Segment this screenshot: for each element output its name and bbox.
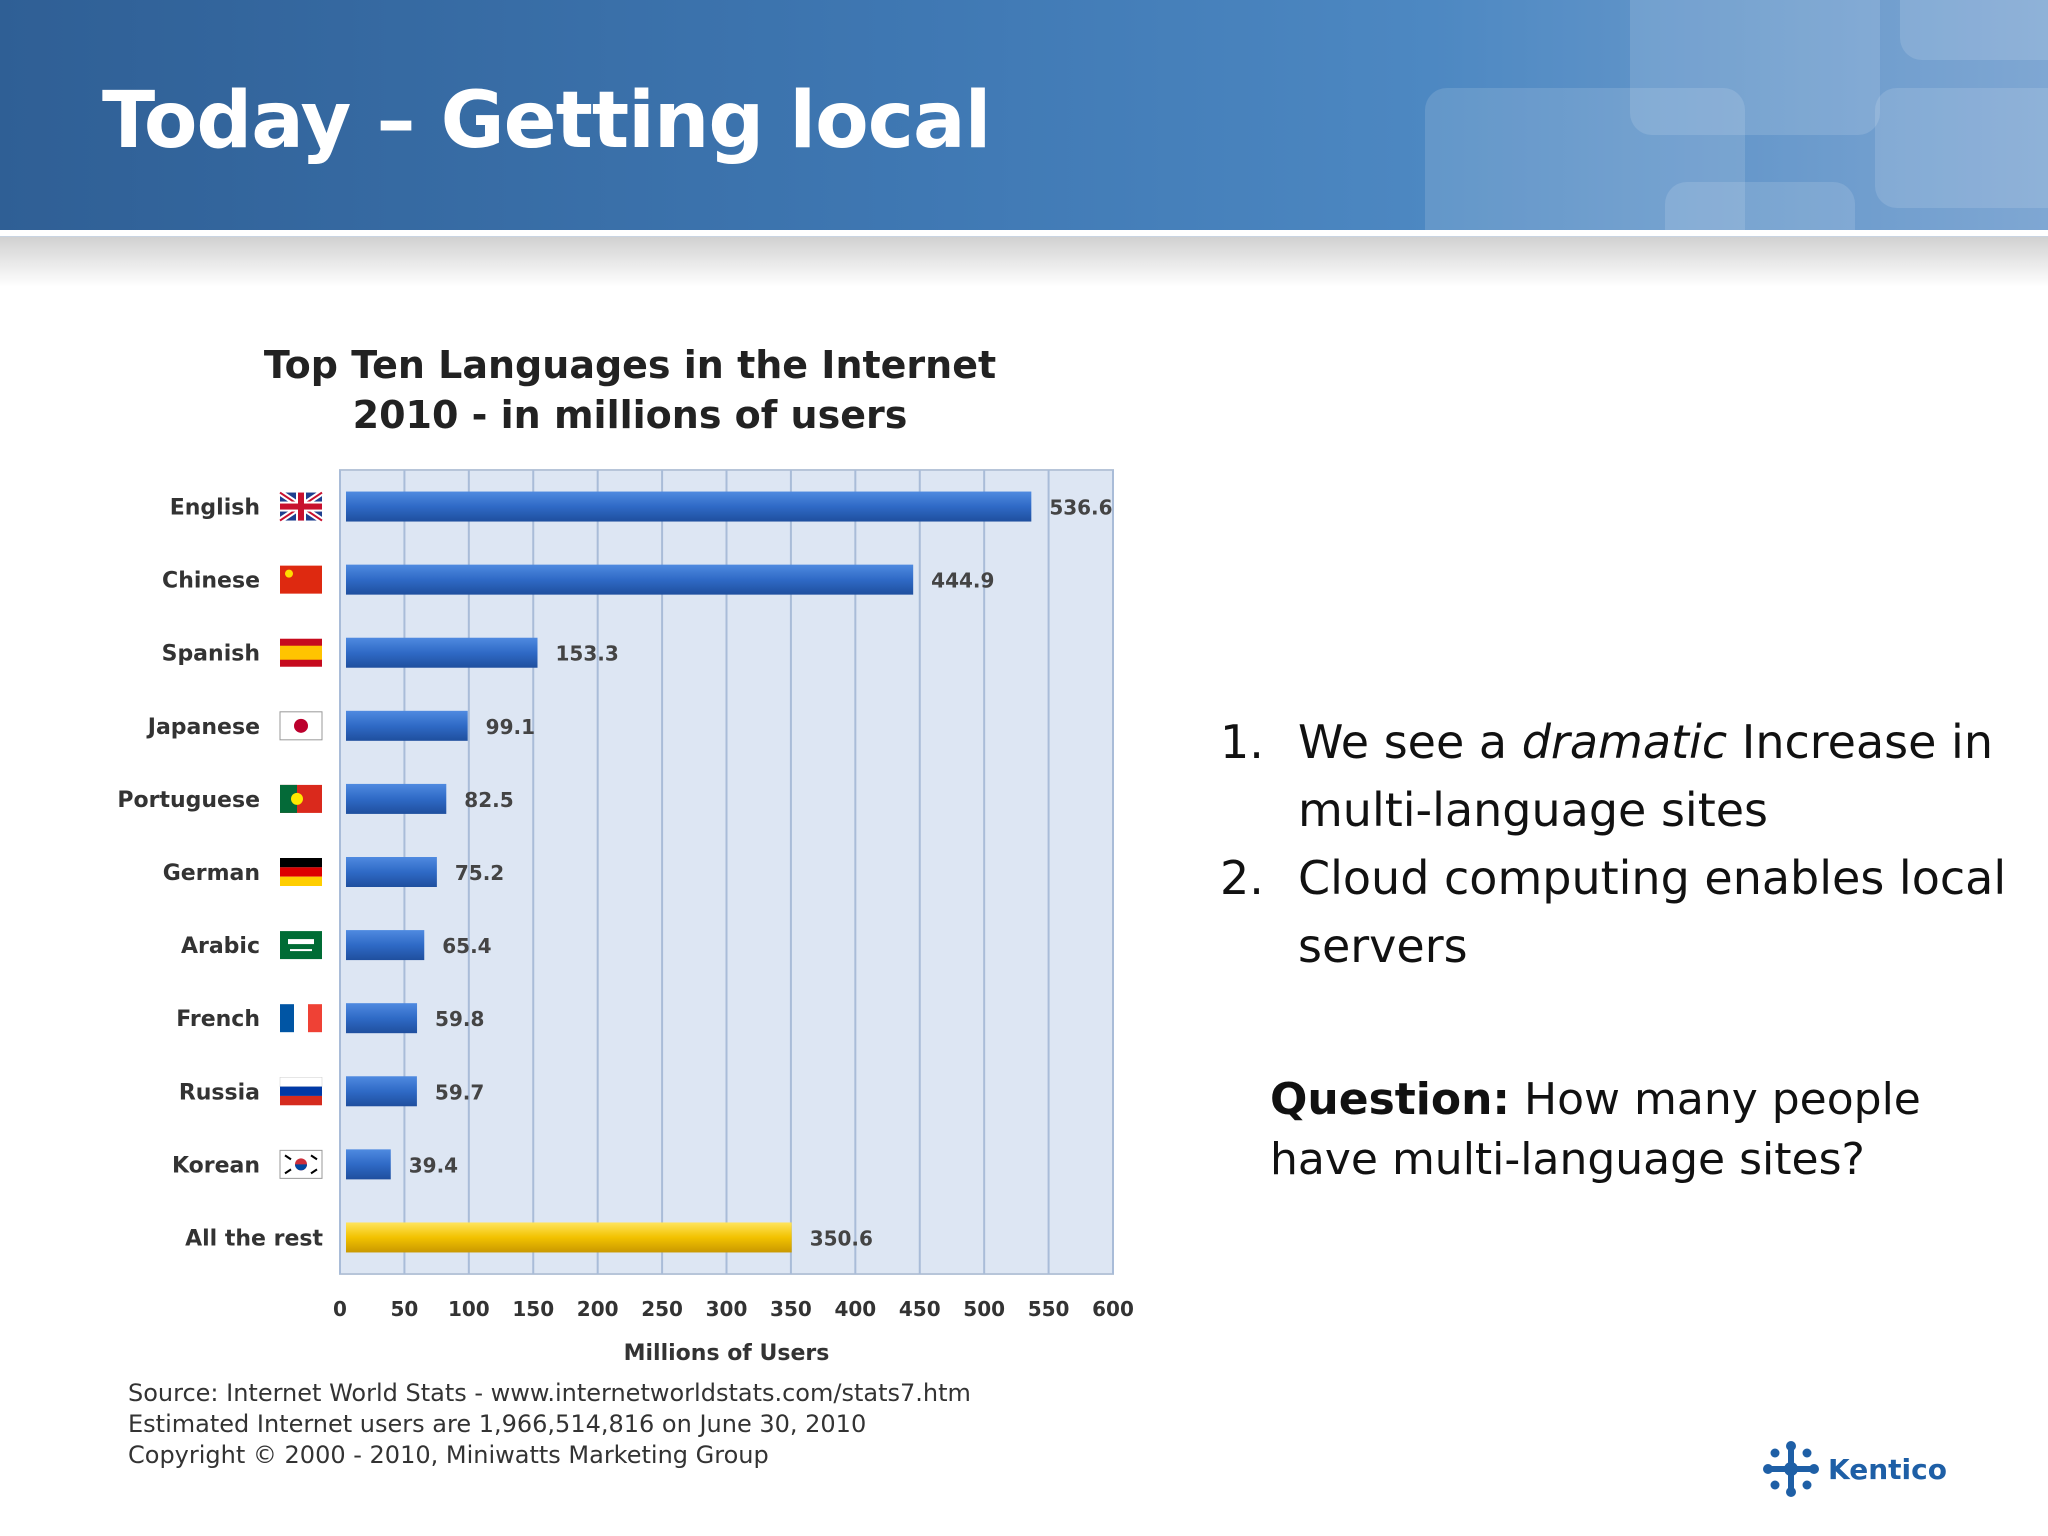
bar (346, 1222, 792, 1253)
x-tick-label: 400 (834, 1297, 876, 1321)
x-tick-label: 500 (963, 1297, 1005, 1321)
category-label: German (163, 861, 260, 886)
x-tick-label: 250 (641, 1297, 683, 1321)
bar-value-label: 536.6 (1049, 496, 1112, 520)
bar (346, 857, 437, 887)
bullet-text: We see a (1298, 715, 1522, 769)
x-tick-label: 150 (512, 1297, 554, 1321)
bullet-emphasis: dramatic (1521, 715, 1728, 769)
bullet-number: 1. (1220, 715, 1264, 769)
category-label: Chinese (162, 569, 260, 594)
chart-subtitle: 2010 - in millions of users (352, 393, 908, 437)
category-label: English (170, 496, 260, 521)
bullet-item: 1. We see a dramatic Increase in multi-l… (1220, 708, 2018, 844)
bar-value-label: 75.2 (455, 861, 504, 885)
question-body: How many people have multi-language site… (1270, 1074, 1921, 1185)
x-tick-label: 0 (333, 1297, 347, 1321)
bar (346, 637, 538, 668)
uk-flag-icon (278, 490, 324, 524)
x-tick-label: 350 (770, 1297, 812, 1321)
bar-value-label: 39.4 (409, 1153, 458, 1177)
china-flag-icon (280, 565, 322, 594)
source-estimate-line: Estimated Internet users are 1,966,514,8… (128, 1410, 867, 1438)
japan-flag-icon (279, 711, 323, 741)
bar-value-label: 153.3 (556, 642, 619, 666)
bullet-text: Increase in multi-language sites (1298, 715, 1993, 837)
bar-value-label: 59.8 (435, 1007, 484, 1031)
germany-flag-icon (280, 858, 322, 886)
source-line: Source: Internet World Stats - www.inter… (128, 1379, 971, 1407)
x-tick-label: 550 (1028, 1297, 1070, 1321)
x-tick-label: 300 (706, 1297, 748, 1321)
chart-title-block: Top Ten Languages in the Internet 2010 -… (250, 340, 1010, 440)
chart-source-note: Source: Internet World Stats - www.inter… (128, 1378, 971, 1471)
logo-text: Kentico (1828, 1452, 1947, 1486)
bar-value-label: 99.1 (486, 715, 535, 739)
bar (346, 930, 425, 961)
bullet-item: 2. Cloud computing enables local servers (1220, 844, 2018, 980)
saudi-arabia-flag-icon (280, 931, 322, 960)
kentico-logo: Kentico (1762, 1440, 1947, 1498)
x-tick-label: 50 (390, 1297, 418, 1321)
x-tick-label: 200 (577, 1297, 619, 1321)
bar-value-label: 59.7 (435, 1080, 484, 1104)
source-copyright-line: Copyright © 2000 - 2010, Miniwatts Marke… (128, 1441, 769, 1469)
bullet-number: 2. (1220, 851, 1264, 905)
bar-value-label: 350.6 (810, 1226, 873, 1250)
category-label: French (176, 1007, 260, 1032)
bullet-text: Cloud computing enables local servers (1298, 851, 2007, 973)
x-axis-label: Millions of Users (624, 1341, 830, 1366)
bar (346, 783, 447, 814)
bar-value-label: 82.5 (464, 788, 513, 812)
bar-value-label: 65.4 (442, 934, 491, 958)
category-label: Japanese (146, 715, 260, 740)
bar (346, 491, 1032, 522)
header-divider (0, 230, 2048, 237)
bar-value-label: 444.9 (931, 569, 994, 593)
x-tick-label: 450 (899, 1297, 941, 1321)
bar (346, 710, 468, 741)
category-label: Spanish (162, 642, 260, 667)
bar (346, 564, 914, 595)
category-label: All the rest (185, 1226, 323, 1251)
bullet-list: 1. We see a dramatic Increase in multi-l… (1220, 708, 2018, 980)
x-tick-label: 600 (1092, 1297, 1134, 1321)
category-label: Portuguese (117, 788, 260, 813)
bar (346, 1076, 417, 1107)
slide-header: Today – Getting local (0, 0, 2048, 230)
bar (346, 1149, 391, 1180)
chart-title: Top Ten Languages in the Internet (263, 343, 997, 387)
x-tick-label: 100 (448, 1297, 490, 1321)
korea-flag-icon (279, 1149, 323, 1179)
portugal-flag-icon (280, 784, 322, 813)
russia-flag-icon (279, 1077, 323, 1106)
category-label: Arabic (181, 934, 260, 959)
category-label: Korean (172, 1153, 260, 1178)
kentico-logo-icon (1763, 1441, 1819, 1497)
header-shadow (0, 237, 2048, 287)
category-label: Russia (179, 1080, 260, 1105)
france-flag-icon (280, 1004, 322, 1033)
question-text: Question: How many people have multi-lan… (1270, 1070, 1970, 1190)
spain-flag-icon (280, 638, 322, 667)
slide-title: Today – Getting local (102, 76, 991, 166)
question-label: Question: (1270, 1074, 1511, 1125)
bar (346, 1003, 418, 1034)
